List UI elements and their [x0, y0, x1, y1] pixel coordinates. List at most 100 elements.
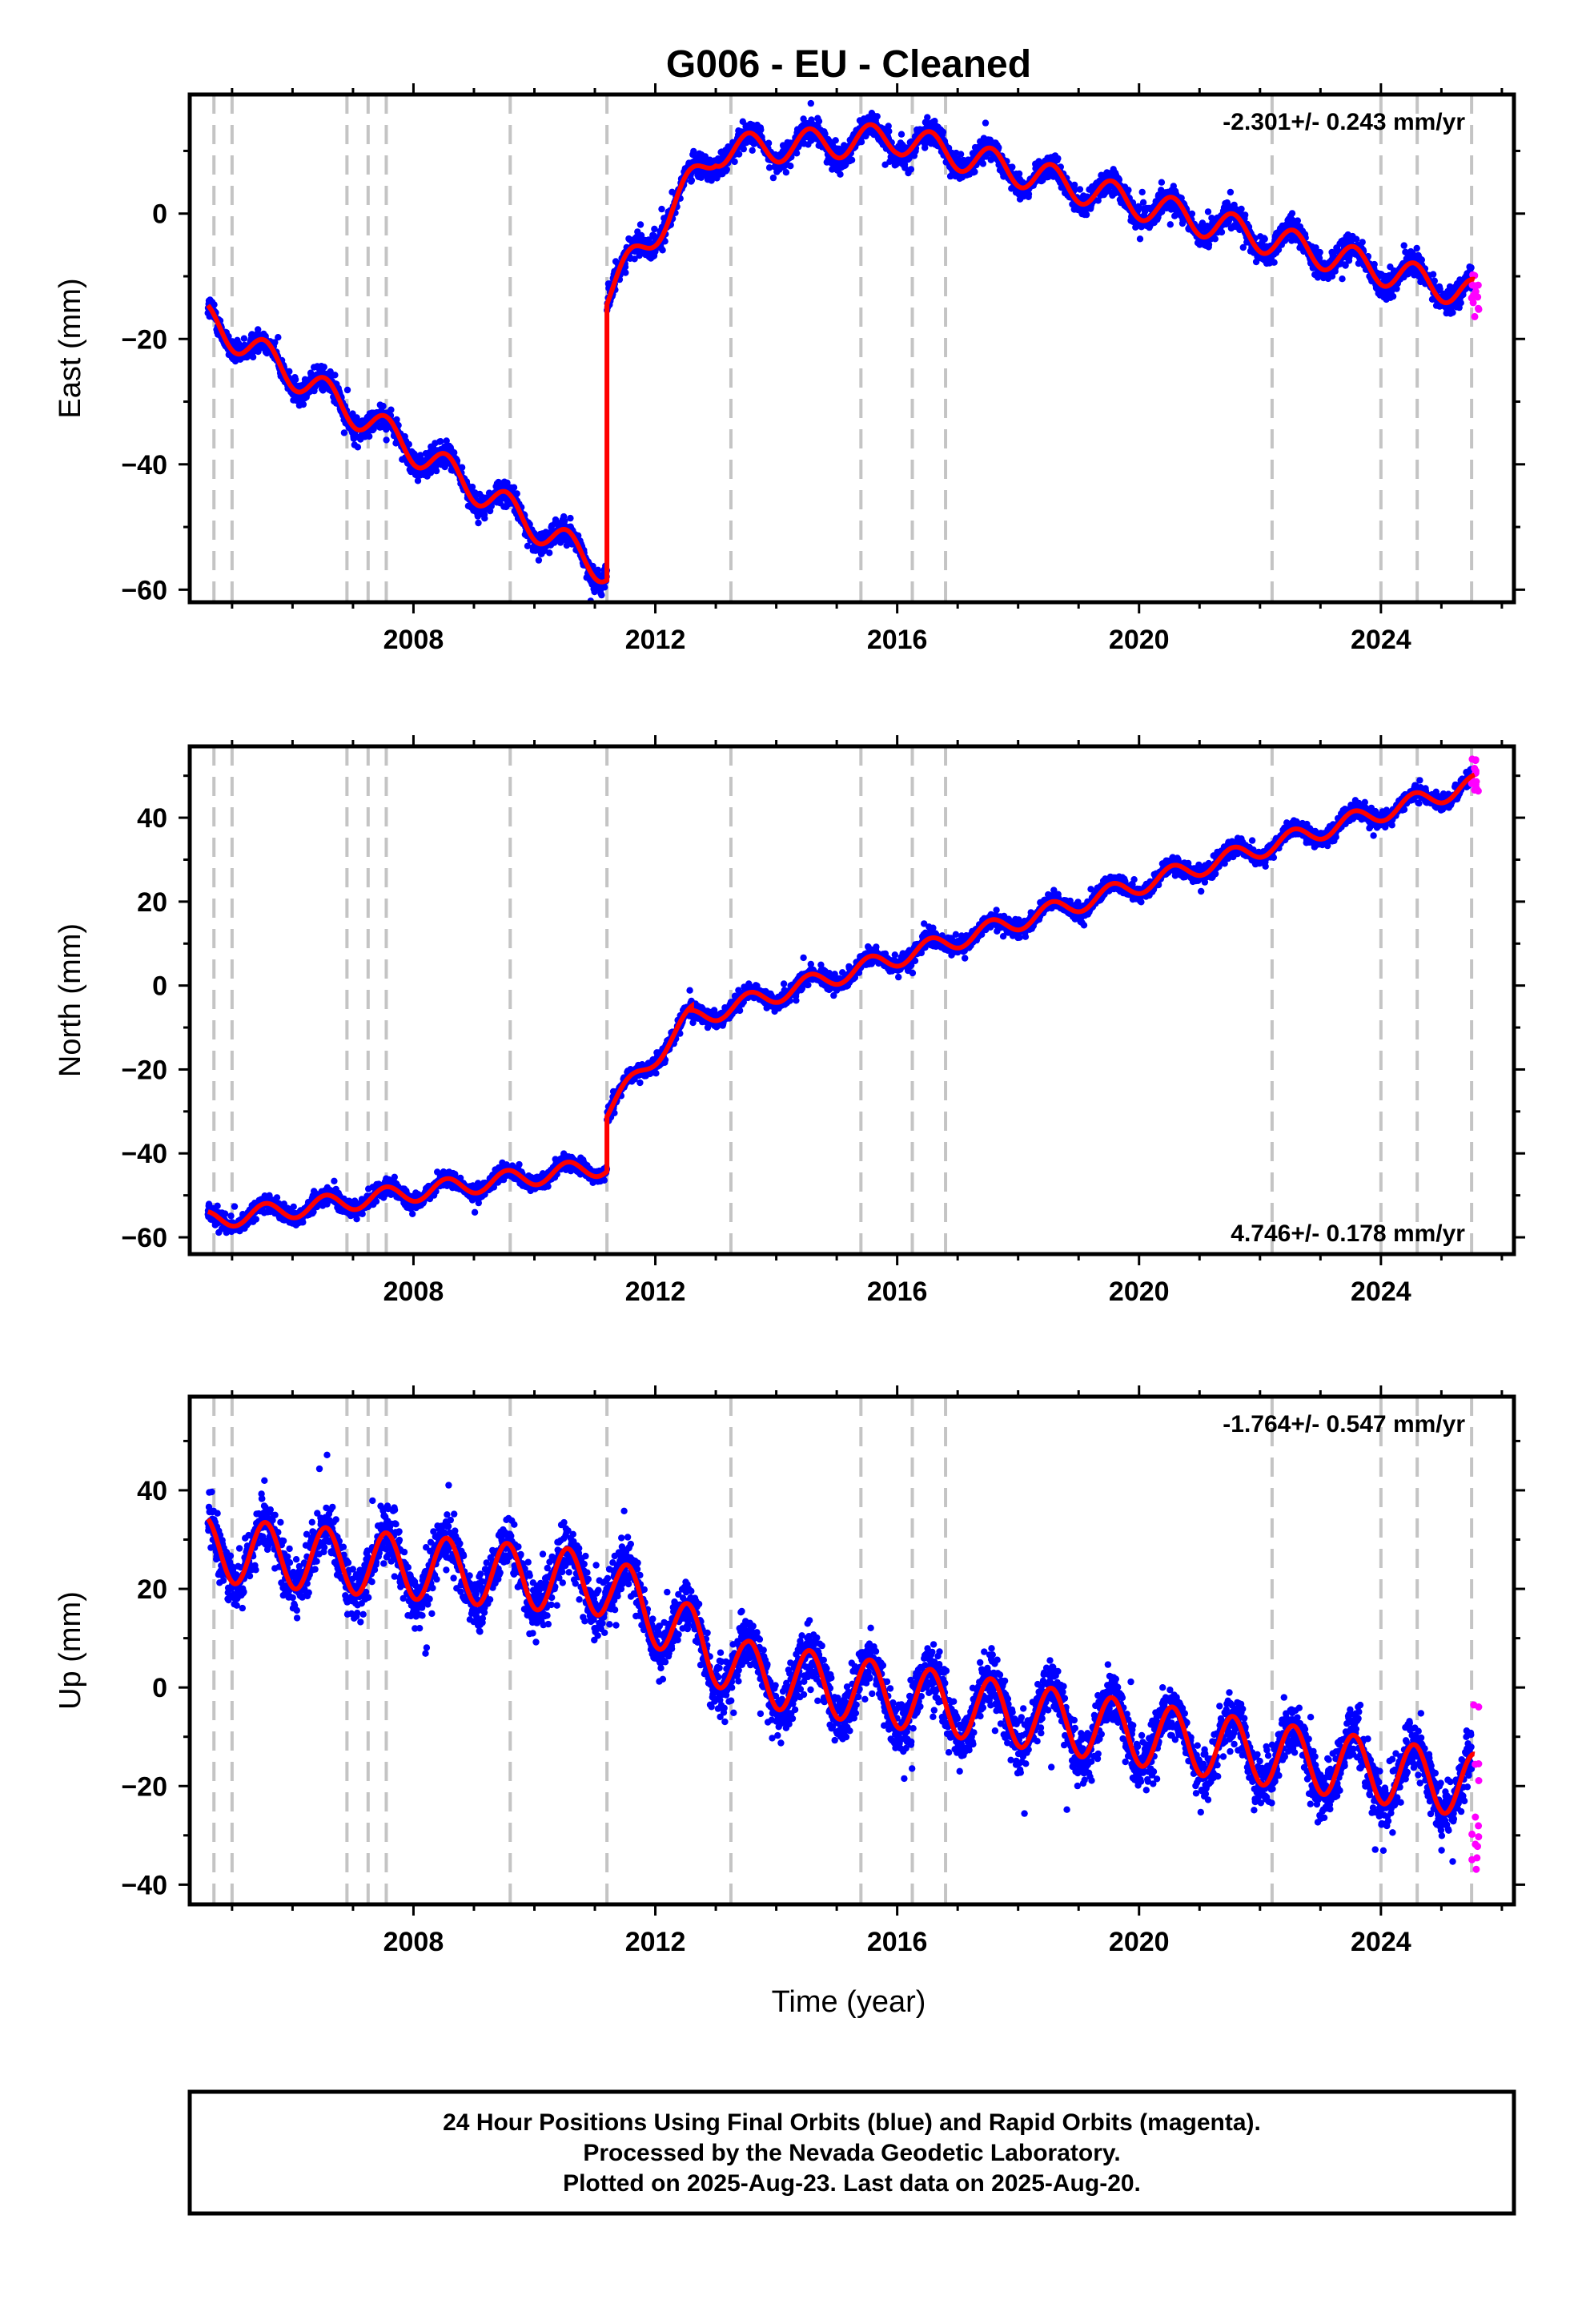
data-point	[1015, 170, 1023, 178]
data-point	[387, 406, 395, 413]
data-point	[249, 353, 257, 361]
data-point	[832, 137, 839, 144]
rapid-point	[1468, 293, 1476, 301]
data-point	[701, 153, 709, 160]
x-tick-label: 2012	[625, 625, 686, 655]
data-point	[271, 339, 279, 346]
data-point	[749, 147, 756, 154]
data-point	[636, 221, 644, 228]
data-point	[561, 517, 568, 525]
data-point	[1082, 211, 1090, 219]
data-point	[366, 432, 373, 440]
data-point	[1139, 199, 1147, 206]
data-point	[622, 269, 629, 276]
data-point	[320, 364, 327, 371]
velocity-label: -2.301+/- 0.243 mm/yr	[1223, 109, 1465, 135]
x-tick-label: 2020	[1109, 625, 1170, 655]
data-point	[504, 479, 511, 487]
data-point	[1071, 186, 1078, 193]
data-point	[982, 119, 990, 127]
data-point	[862, 132, 869, 140]
data-point	[1076, 186, 1084, 193]
data-point	[221, 1210, 229, 1217]
data-point	[1413, 244, 1420, 252]
data-point	[1158, 179, 1166, 186]
data-point	[443, 437, 450, 444]
data-point	[475, 519, 482, 527]
data-point	[513, 490, 520, 497]
data-point	[901, 164, 909, 171]
data-point	[807, 99, 814, 107]
data-point	[1211, 235, 1219, 243]
data-point	[458, 464, 466, 471]
data-point	[957, 151, 965, 158]
data-point	[1371, 260, 1378, 268]
plot-frame	[187, 92, 1516, 605]
data-point	[939, 128, 947, 136]
data-point	[690, 147, 697, 155]
data-point	[631, 255, 638, 263]
data-point	[1218, 228, 1226, 236]
data-point	[621, 263, 629, 271]
data-point	[1138, 188, 1146, 196]
data-point	[735, 151, 743, 158]
data-point	[837, 171, 844, 178]
data-point	[1271, 259, 1278, 266]
data-point	[757, 126, 765, 134]
data-point	[1025, 191, 1033, 198]
x-tick-label: 2024	[1351, 625, 1411, 655]
data-point	[1339, 275, 1346, 283]
data-point	[1136, 235, 1144, 243]
data-point	[524, 542, 532, 549]
data-point	[1449, 309, 1456, 316]
data-point	[731, 158, 738, 166]
data-point	[343, 386, 351, 394]
data-point	[405, 440, 412, 448]
observations-east	[204, 99, 1476, 602]
data-point	[468, 483, 476, 491]
x-tick-label: 2008	[383, 625, 444, 655]
data-point	[510, 484, 518, 491]
data-point	[211, 301, 218, 308]
data-point	[661, 238, 669, 245]
plot-area-east	[204, 94, 1483, 602]
data-point	[1353, 235, 1360, 243]
data-point	[214, 1202, 221, 1210]
data-point	[1125, 187, 1132, 194]
data-point	[979, 160, 987, 167]
data-point	[971, 168, 978, 175]
data-point	[1238, 205, 1245, 213]
data-point	[924, 114, 931, 121]
y-axis-label: East (mm)	[54, 278, 87, 418]
data-point	[1294, 217, 1302, 224]
x-tick-label: 2016	[867, 625, 928, 655]
data-point	[1054, 155, 1062, 163]
data-point	[383, 436, 390, 444]
data-point	[601, 584, 608, 591]
data-point	[286, 368, 293, 375]
data-point	[1166, 221, 1174, 228]
y-tick-label: −40	[121, 450, 167, 480]
data-point	[535, 557, 543, 564]
data-point	[688, 177, 696, 184]
data-point	[393, 416, 400, 424]
data-point	[1468, 264, 1475, 271]
data-point	[437, 438, 444, 445]
data-point	[291, 376, 299, 384]
data-point	[1389, 292, 1397, 300]
data-point	[651, 225, 658, 233]
data-point	[432, 467, 440, 475]
data-point	[1457, 300, 1464, 307]
data-point	[769, 174, 777, 182]
model-fit-east	[206, 122, 1476, 585]
data-point	[765, 139, 773, 147]
y-tick-label: 0	[152, 199, 167, 230]
data-point	[848, 156, 856, 163]
data-point	[575, 532, 582, 539]
data-point	[594, 566, 602, 573]
data-point	[275, 334, 282, 341]
figure-title: G006 - EU - Cleaned	[666, 43, 1031, 86]
data-point	[1242, 211, 1249, 219]
data-point	[546, 549, 553, 557]
data-point	[907, 166, 915, 173]
